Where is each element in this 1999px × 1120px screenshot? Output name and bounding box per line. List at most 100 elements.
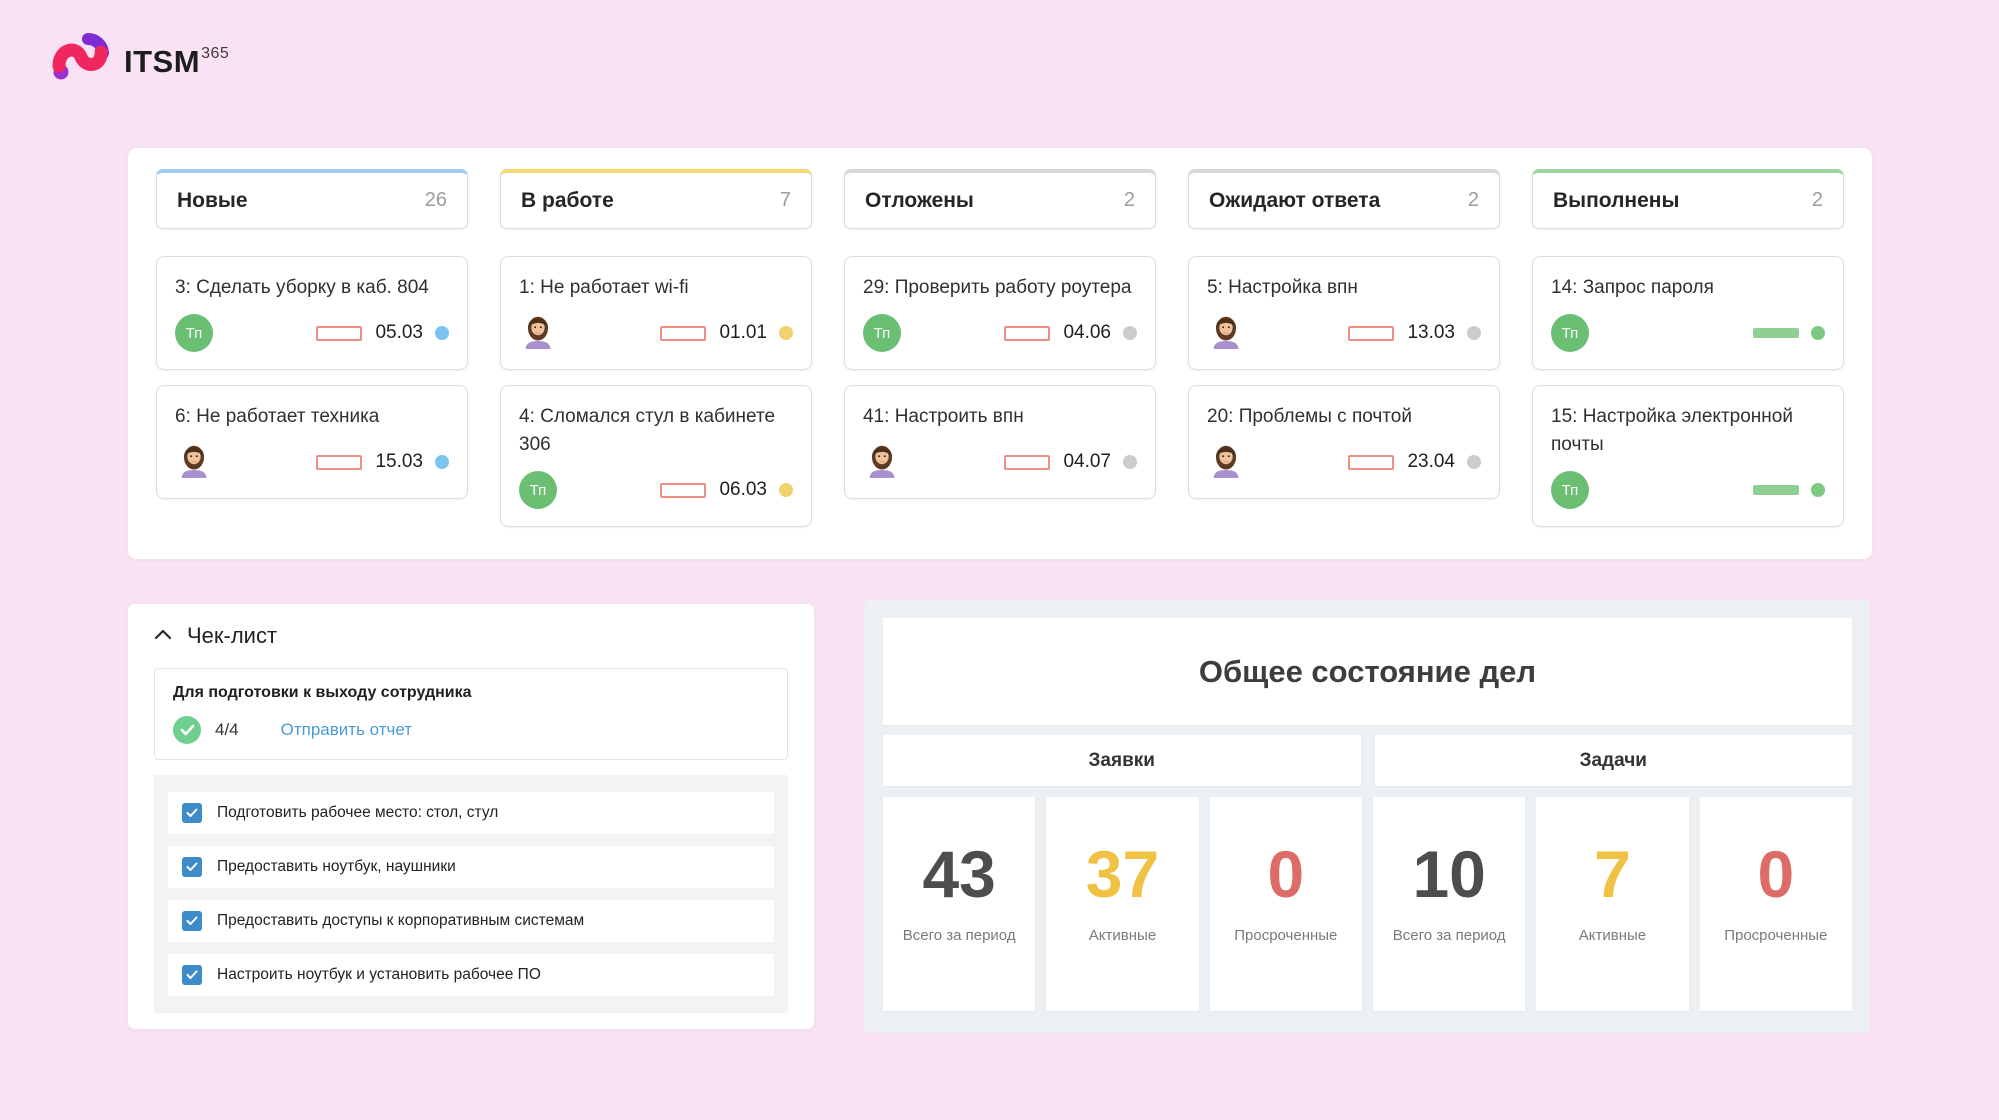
stat-card: 0 Просроченные [1209,797,1362,1011]
column-cards: 14: Запрос пароля Тп 15: Настройка электро… [1532,256,1844,527]
progress-count: 4/4 [215,720,239,739]
stat-card: 10 Всего за период [1372,797,1526,1011]
status-dot-icon [779,483,793,497]
progress-bar-outline [316,454,363,470]
summary-group-headers: Заявки Задачи [883,735,1852,786]
checkbox-checked-icon[interactable] [182,911,202,931]
checklist-item-label: Предоставить ноутбук, наушники [217,858,456,875]
user-avatar [1207,312,1245,355]
checklist-item: Предоставить ноутбук, наушники [168,846,774,888]
checkbox-checked-icon[interactable] [182,857,202,877]
progress-bar-complete [1753,328,1799,338]
kanban-card[interactable]: 41: Настроить впн 04.07 [844,385,1156,499]
card-title: 6: Не работает техника [175,406,380,427]
progress-bar-outline [660,482,707,498]
progress-bar-outline [1004,325,1051,341]
column-count: 7 [779,189,791,211]
column-cards: 3: Сделать уборку в каб. 804 Тп 05.03 6: Не… [156,256,468,499]
kanban-card[interactable]: 1: Не работает wi-fi 01.01 [500,256,812,370]
kanban-column: Выполнены 2 14: Запрос пароля Тп 15: Настрой… [1532,169,1844,538]
kanban-column-header: Выполнены 2 [1532,169,1844,229]
status-dot-icon [1467,326,1481,340]
kanban-column: Новые 26 3: Сделать уборку в каб. 804 Тп 05.… [156,169,468,538]
summary-title: Общее состояние дел [1198,653,1537,689]
checklist-item-label: Предоставить доступы к корпоративным сис… [217,912,585,929]
progress-bar-outline [1348,454,1395,470]
checklist-collapse-header[interactable]: Чек-лист [154,623,788,649]
kanban-columns: Новые 26 3: Сделать уборку в каб. 804 Тп 05.… [156,169,1844,538]
user-avatar [1207,441,1245,484]
card-footer: 13.03 [1207,314,1481,352]
card-title: 14: Запрос пароля [1551,277,1714,298]
progress-bar-outline [1348,325,1395,341]
column-title: Ожидают ответа [1209,188,1381,212]
checklist-progress-row: 4/4 Отправить отчет [173,716,769,744]
column-cards: 1: Не работает wi-fi 01.01 4: Сломался сту… [500,256,812,527]
kanban-card[interactable]: 6: Не работает техника 15.03 [156,385,468,499]
stat-card: 7 Активные [1536,797,1689,1011]
stat-label: Просроченные [1234,927,1338,944]
card-title: 5: Настройка впн [1207,277,1358,298]
summary-panel: Общее состояние дел Заявки Задачи 43 Всего… [865,600,1870,1033]
column-cards: 5: Настройка впн 13.03 20: Проблемы с почт… [1188,256,1500,499]
due-date: 23.04 [1407,451,1455,472]
kanban-card[interactable]: 3: Сделать уборку в каб. 804 Тп 05.03 [156,256,468,370]
kanban-column-header: Отложены 2 [844,169,1156,229]
card-footer: 01.01 [519,314,793,352]
kanban-card[interactable]: 20: Проблемы с почтой 23.04 [1188,385,1500,499]
checkbox-checked-icon[interactable] [182,965,202,985]
support-team-avatar: Тп [1551,314,1589,352]
support-team-avatar: Тп [519,471,557,509]
kanban-column-header: В работе 7 [500,169,812,229]
status-dot-icon [435,326,449,340]
column-title: Выполнены [1553,188,1680,212]
kanban-card[interactable]: 5: Настройка впн 13.03 [1188,256,1500,370]
status-dot-icon [1123,455,1137,469]
column-cards: 29: Проверить работу роутера Тп 04.06 41: Н… [844,256,1156,499]
card-title: 1: Не работает wi-fi [519,277,689,298]
summary-group-title: Заявки [883,735,1361,786]
column-count: 2 [1467,189,1479,211]
card-footer: 04.07 [863,443,1137,481]
logo-text: ITSM365 [124,43,230,79]
status-dot-icon [779,326,793,340]
card-footer: Тп 04.06 [863,314,1137,352]
kanban-card[interactable]: 14: Запрос пароля Тп [1532,256,1844,370]
stat-value: 43 [922,837,996,911]
stat-label: Просроченные [1724,927,1828,944]
column-count: 2 [1123,189,1135,211]
card-title: 20: Проблемы с почтой [1207,406,1412,427]
progress-bar-complete [1753,485,1799,495]
stat-card: 43 Всего за период [883,797,1036,1011]
progress-bar-outline [660,325,707,341]
checklist-item-label: Подготовить рабочее место: стол, стул [217,804,499,821]
user-avatar [863,441,901,484]
kanban-card[interactable]: 4: Сломался стул в кабинете 306 Тп 06.03 [500,385,812,527]
card-footer: Тп [1551,471,1825,509]
stat-label: Всего за период [1392,927,1506,944]
card-title: 4: Сломался стул в кабинете 306 [519,406,776,455]
kanban-card[interactable]: 29: Проверить работу роутера Тп 04.06 [844,256,1156,370]
summary-group-title: Задачи [1374,735,1852,786]
status-dot-icon [435,455,449,469]
stat-value: 0 [1267,837,1305,911]
status-dot-icon [1811,483,1825,497]
column-count: 26 [424,189,447,211]
summary-title-card: Общее состояние дел [883,618,1852,725]
app-logo: ITSM365 [48,30,229,93]
stat-value: 7 [1594,837,1631,911]
send-report-link[interactable]: Отправить отчет [280,720,413,739]
chevron-up-icon[interactable] [154,627,172,645]
card-title: 29: Проверить работу роутера [863,277,1132,298]
kanban-column: Ожидают ответа 2 5: Настройка впн 13.03 20: … [1188,169,1500,538]
progress-check-icon [173,716,201,744]
kanban-column-header: Новые 26 [156,169,468,229]
checklist-panel: Чек-лист Для подготовки к выходу сотрудн… [127,603,815,1030]
card-footer: 15.03 [175,443,449,481]
checkbox-checked-icon[interactable] [182,803,202,823]
stat-value: 0 [1757,837,1795,911]
column-title: Новые [177,188,248,212]
stat-label: Активные [1578,927,1647,944]
status-dot-icon [1811,326,1825,340]
kanban-card[interactable]: 15: Настройка электронной почты Тп [1532,385,1844,527]
